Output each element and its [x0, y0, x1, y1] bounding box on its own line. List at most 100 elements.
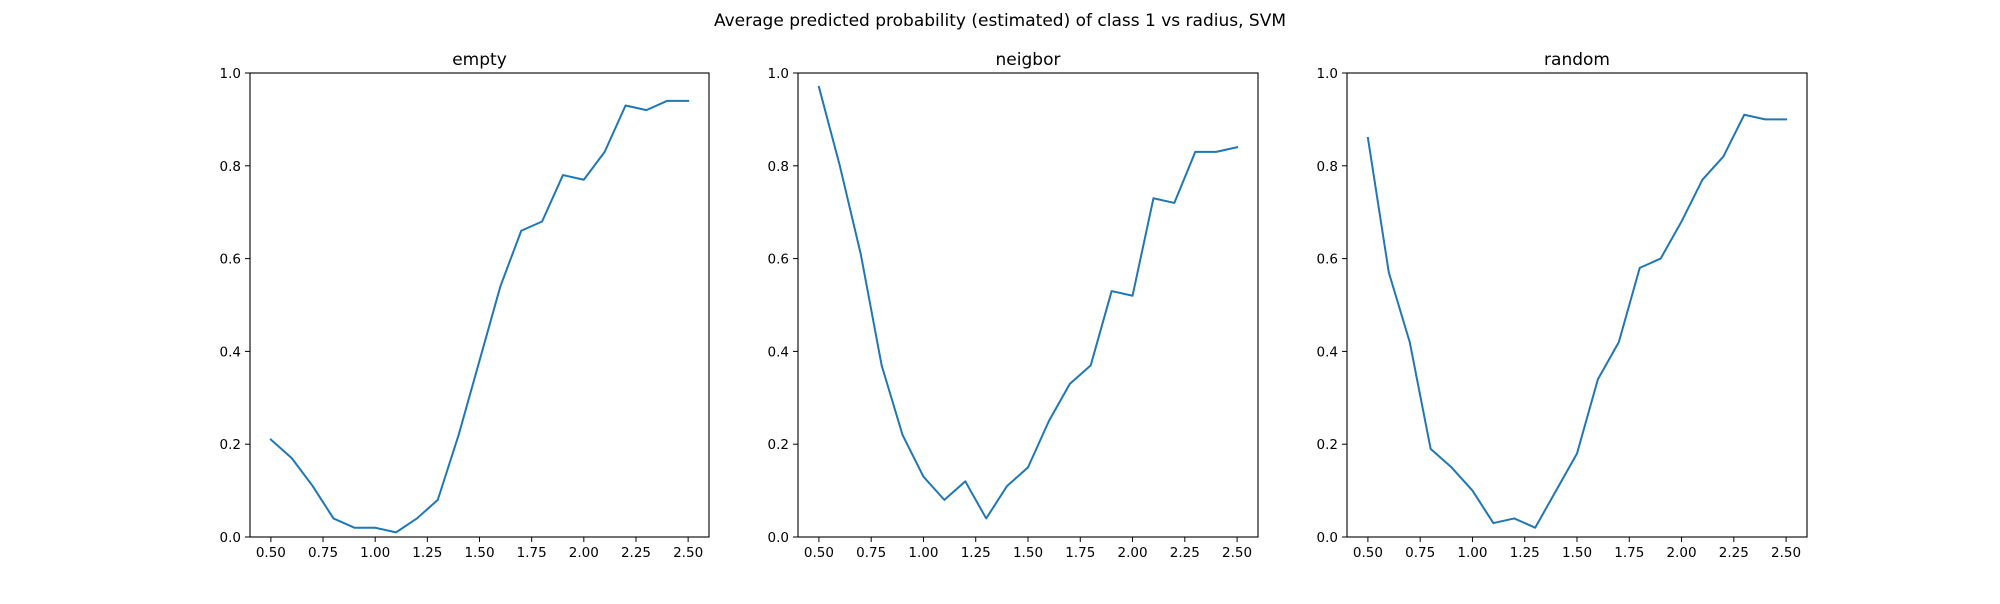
y-tick-label: 0.4 — [220, 344, 241, 360]
x-tick-label: 1.50 — [1013, 545, 1043, 561]
x-tick-label: 2.00 — [569, 545, 599, 561]
data-point — [1451, 466, 1453, 468]
data-point — [1722, 156, 1724, 158]
x-tick-label: 0.50 — [1353, 545, 1383, 561]
y-tick-label: 0.8 — [1317, 159, 1338, 175]
x-tick-label: 0.75 — [1405, 545, 1435, 561]
x-tick-label: 0.75 — [856, 545, 886, 561]
x-tick-label: 2.25 — [621, 545, 651, 561]
data-point — [1132, 295, 1134, 297]
data-point — [943, 499, 945, 501]
axes-frame — [249, 72, 710, 538]
data-point — [839, 165, 841, 167]
y-tick-label: 0.2 — [768, 437, 789, 453]
x-tick-label: 1.00 — [360, 545, 390, 561]
y-tick-label: 1.0 — [1317, 66, 1338, 82]
data-point — [1513, 517, 1515, 519]
data-point — [1152, 197, 1154, 199]
data-line — [817, 85, 1239, 520]
y-tick-label: 0.6 — [220, 252, 241, 268]
data-point — [374, 527, 376, 529]
x-tick-label: 2.50 — [1222, 545, 1252, 561]
chart-panel-empty: empty 0.50 0.75 1.00 1.25 1.50 1.75 2.00 2.25 2.5… — [220, 50, 710, 561]
data-point — [625, 104, 627, 106]
x-tick-label: 1.00 — [1457, 545, 1487, 561]
data-point — [291, 457, 293, 459]
panel-title: random — [1544, 50, 1610, 70]
y-tick-label: 1.0 — [220, 66, 241, 82]
data-point — [666, 100, 668, 102]
data-point — [1388, 272, 1390, 274]
data-point — [1681, 220, 1683, 222]
data-point — [1027, 466, 1029, 468]
data-point — [1743, 114, 1745, 116]
y-tick-label: 0.2 — [1317, 437, 1338, 453]
x-tick-label: 0.75 — [308, 545, 338, 561]
y-tick-label: 0.6 — [1317, 252, 1338, 268]
data-point — [1409, 341, 1411, 343]
y-tick-label: 1.0 — [768, 66, 789, 82]
data-point — [541, 220, 543, 222]
data-point — [583, 179, 585, 181]
data-point — [1639, 267, 1641, 269]
y-tick-label: 0.4 — [768, 344, 789, 360]
y-tick-label: 0.6 — [768, 252, 789, 268]
x-tick-label: 0.50 — [256, 545, 286, 561]
x-tick-label: 1.50 — [1562, 545, 1592, 561]
data-point — [964, 480, 966, 482]
x-tick-label: 1.50 — [464, 545, 494, 561]
data-point — [1048, 420, 1050, 422]
x-tick-label: 1.25 — [961, 545, 991, 561]
x-tick-label: 2.00 — [1667, 545, 1697, 561]
y-tick-label: 0.2 — [220, 437, 241, 453]
data-point — [985, 517, 987, 519]
data-point — [1069, 383, 1071, 385]
data-point — [332, 517, 334, 519]
data-point — [395, 531, 397, 533]
x-tick-label: 1.25 — [1510, 545, 1540, 561]
y-tick-label: 0.8 — [220, 159, 241, 175]
y-tick-label: 0.8 — [768, 159, 789, 175]
x-tick-label: 2.25 — [1170, 545, 1200, 561]
data-point — [1430, 448, 1432, 450]
panel-title: neigbor — [996, 50, 1061, 70]
y-tick-label: 0.0 — [220, 530, 241, 546]
x-tick-label: 1.25 — [412, 545, 442, 561]
data-point — [270, 439, 272, 441]
x-tick-label: 2.50 — [1771, 545, 1801, 561]
x-tick-label: 0.50 — [804, 545, 834, 561]
data-point — [1215, 151, 1217, 153]
data-point — [1576, 452, 1578, 454]
data-line — [269, 99, 690, 534]
data-point — [1618, 341, 1620, 343]
panel-title: empty — [452, 50, 507, 70]
data-point — [520, 230, 522, 232]
data-point — [458, 434, 460, 436]
axes-frame — [1346, 72, 1808, 538]
data-point — [562, 174, 564, 176]
data-line — [1366, 113, 1788, 529]
data-point — [1534, 527, 1536, 529]
data-point — [1597, 378, 1599, 380]
chart-panel-neigbor: neigbor 0.50 0.75 1.00 1.25 1.50 1.75 2.00 2.25 2… — [768, 50, 1259, 561]
data-point — [1660, 258, 1662, 260]
data-point — [1194, 151, 1196, 153]
data-point — [881, 364, 883, 366]
data-point — [1367, 137, 1369, 139]
data-point — [604, 151, 606, 153]
x-tick-label: 1.00 — [908, 545, 938, 561]
chart-panel-random: random 0.50 0.75 1.00 1.25 1.50 1.75 2.00 2.25 2.… — [1317, 50, 1808, 561]
x-tick-label: 2.00 — [1118, 545, 1148, 561]
x-tick-label: 2.25 — [1719, 545, 1749, 561]
chart-panels: empty 0.50 0.75 1.00 1.25 1.50 1.75 2.00 2.25 2.5… — [220, 50, 1808, 561]
x-tick-label: 2.50 — [673, 545, 703, 561]
data-point — [1111, 290, 1113, 292]
data-point — [687, 100, 689, 102]
data-point — [860, 253, 862, 255]
x-tick-label: 1.75 — [517, 545, 547, 561]
data-point — [922, 476, 924, 478]
data-point — [1471, 490, 1473, 492]
data-point — [645, 109, 647, 111]
